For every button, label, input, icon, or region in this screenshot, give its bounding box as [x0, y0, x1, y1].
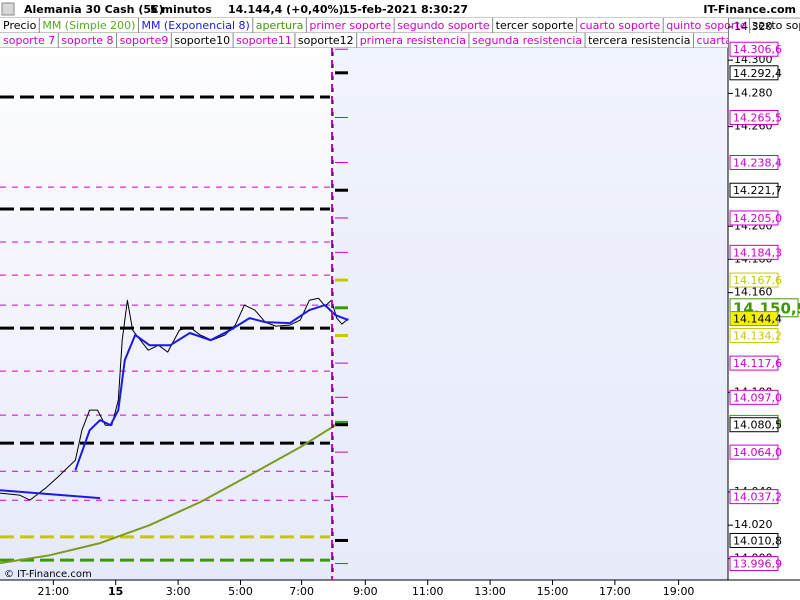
y-tick-label: 14.280	[734, 86, 773, 99]
y-tick-label: 14.320	[734, 20, 773, 33]
series-line	[0, 304, 349, 500]
level-box	[729, 444, 779, 460]
legend-entry: sexto soporte	[753, 19, 800, 32]
x-tick-label: 19:00	[663, 585, 695, 598]
x-tick-label: 9:00	[353, 585, 378, 598]
legend-entry: Precio	[3, 19, 37, 32]
level-box	[729, 41, 779, 57]
legend-entry: quinto soporte	[666, 19, 747, 32]
header-bar	[0, 0, 800, 18]
copyright: © IT-Finance.com	[4, 569, 92, 580]
level-label: 14.037,2	[733, 491, 782, 504]
series-line	[0, 297, 349, 501]
last-price-box	[729, 311, 779, 327]
price-change: 14.144,4 (+0,40%)	[228, 3, 344, 16]
x-tick-label: 21:00	[37, 585, 69, 598]
level-box	[729, 154, 779, 170]
legend-entry: tercer soporte	[496, 19, 574, 32]
legend-entry: primer soporte	[309, 19, 391, 32]
session-shade	[335, 18, 728, 580]
timeframe: 5 minutos	[150, 3, 212, 16]
legend-entry: segundo soporte	[397, 19, 490, 32]
legend-row: soporte 7 soporte 8 soporte9 soporte10 sopor…	[0, 33, 794, 48]
level-box	[729, 489, 779, 505]
level-label: 13.996,9	[733, 558, 782, 571]
legend-entry: MM (Exponencial 8)	[141, 19, 249, 32]
level-box	[729, 355, 779, 371]
brand: IT-Finance.com	[703, 3, 796, 16]
legend-entry: soporte9	[120, 34, 169, 47]
level-label: 14.184,3	[733, 246, 782, 259]
legend-entry: primera resistencia	[360, 34, 466, 47]
legend-entry: cuarta resistencia	[696, 34, 794, 47]
x-tick-label: 5:00	[228, 585, 253, 598]
level-label: 14.097,0	[733, 391, 782, 404]
chart-title: Alemania 30 Cash (5€)	[24, 3, 164, 16]
level-label: 14.167,6	[733, 274, 782, 287]
legend-entry: soporte 7	[3, 34, 55, 47]
x-tick-label: 13:00	[474, 585, 506, 598]
level-box	[729, 210, 779, 226]
level-box	[729, 244, 779, 260]
legend-background	[0, 33, 728, 48]
level-box	[729, 532, 779, 548]
timestamp: 15-feb-2021 8:30:27	[342, 3, 468, 16]
y-tick-label: 14.020	[734, 518, 773, 531]
level-box	[729, 417, 779, 433]
level-label: 14.080,5	[733, 419, 782, 432]
level-box	[729, 109, 779, 125]
legend-entry: MM (Simple 200)	[42, 19, 135, 32]
legend-entry: soporte10	[174, 34, 230, 47]
last-price-label: 14.144,4	[733, 313, 782, 326]
y-tick-label: 14.160	[734, 286, 773, 299]
legend-entry: soporte 8	[61, 34, 113, 47]
x-tick-label: 7:00	[289, 585, 314, 598]
level-box	[729, 556, 779, 572]
level-label: 14.306,6	[733, 43, 782, 56]
level-label: 14.292,4	[733, 67, 782, 80]
plot	[0, 48, 349, 565]
level-box	[729, 328, 779, 344]
level-label: 14.205,0	[733, 212, 782, 225]
level-box	[729, 65, 779, 81]
legend-entry: tercera resistencia	[588, 34, 690, 47]
level-box	[729, 272, 779, 288]
legend-entry: segunda resistencia	[472, 34, 582, 47]
level-label: 14.064,0	[733, 446, 782, 459]
y-axis: 14.32014.30014.28014.26014.20014.18014.1…	[728, 20, 800, 572]
level-box	[729, 182, 779, 198]
level-box	[729, 389, 779, 405]
level-label: 14.221,7	[733, 184, 782, 197]
level-label: 14.265,5	[733, 111, 782, 124]
x-tick-label: 15:00	[537, 585, 569, 598]
legend: Precio MM (Simple 200) MM (Exponencial 8) a…	[0, 18, 800, 48]
legend-entry: cuarto soporte	[580, 19, 661, 32]
series-line	[0, 424, 336, 565]
x-tick-label: 3:00	[166, 585, 191, 598]
x-tick-label: 15	[108, 585, 123, 598]
level-label: 14.134,2	[733, 330, 782, 343]
x-axis: 21:00 15 3:00 5:00 7:00 9:00 11:00 13:00 15:00 17…	[37, 580, 694, 598]
legend-entry: soporte11	[236, 34, 292, 47]
x-tick-label: 11:00	[412, 585, 444, 598]
legend-background	[0, 18, 728, 33]
level-label: 14.117,6	[733, 357, 782, 370]
level-label: 14.238,4	[733, 156, 782, 169]
legend-row: Precio MM (Simple 200) MM (Exponencial 8) a…	[0, 18, 800, 34]
legend-entry: apertura	[256, 19, 304, 32]
header-icon	[1, 2, 15, 16]
x-tick-label: 17:00	[599, 585, 631, 598]
legend-entry: soporte12	[298, 34, 354, 47]
level-label: 14.010,8	[733, 534, 782, 547]
